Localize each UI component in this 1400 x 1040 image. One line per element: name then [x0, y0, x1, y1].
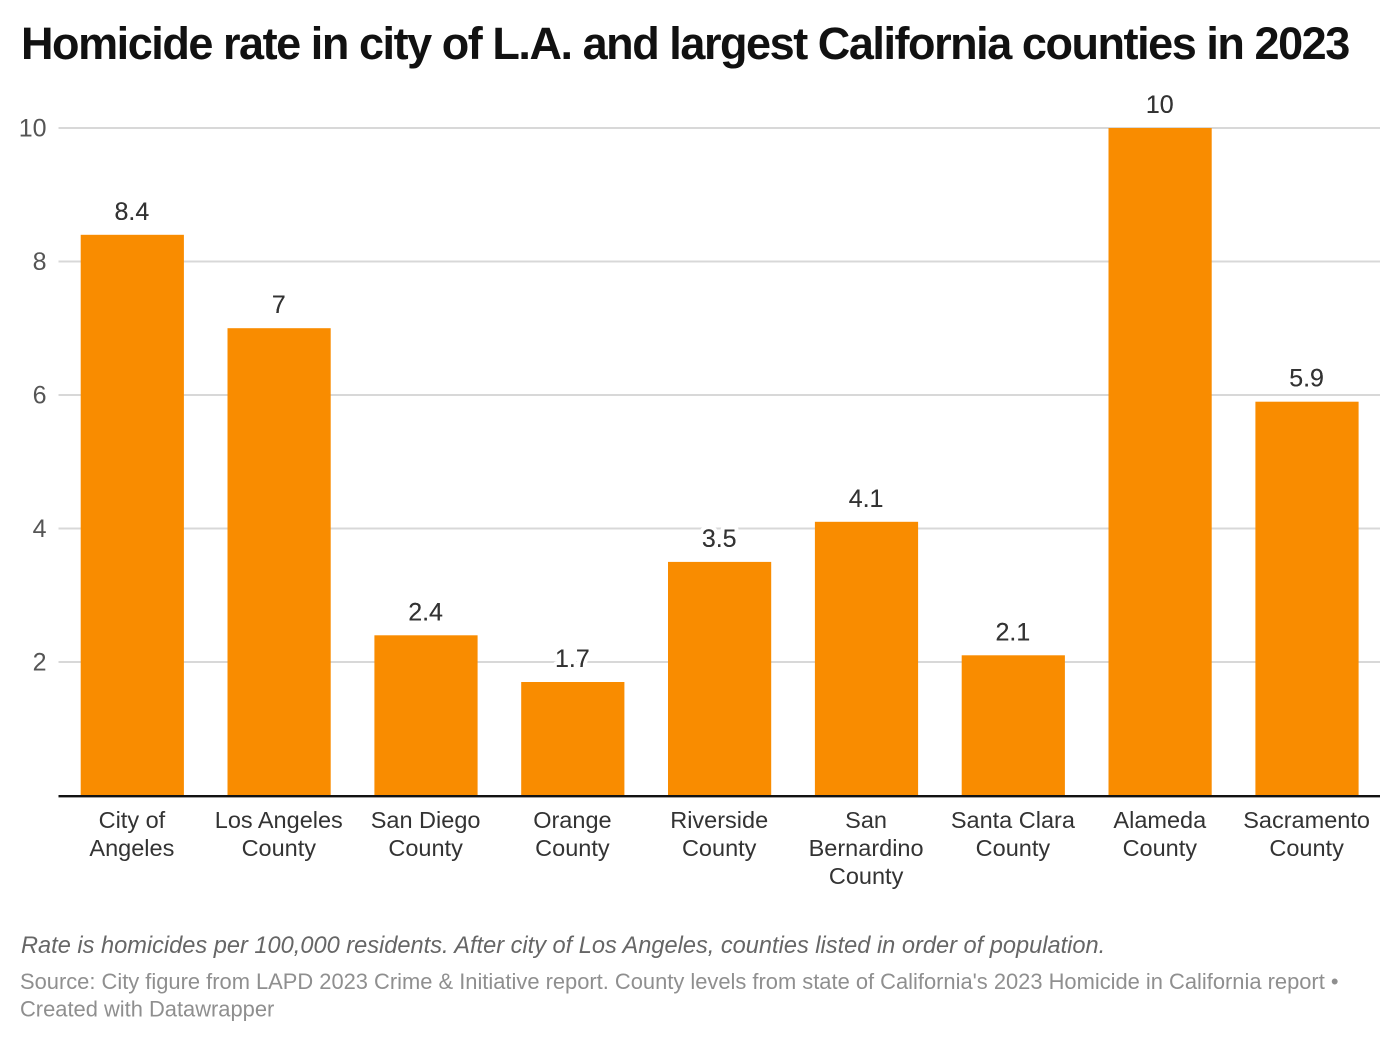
svg-text:Santa Clara: Santa Clara [951, 807, 1076, 833]
svg-text:County: County [976, 835, 1051, 861]
svg-text:7: 7 [272, 291, 286, 319]
svg-text:10: 10 [19, 115, 47, 143]
svg-text:2.1: 2.1 [996, 618, 1031, 646]
svg-text:3.5: 3.5 [702, 525, 737, 553]
svg-text:10: 10 [1146, 91, 1174, 119]
svg-text:1.7: 1.7 [555, 645, 590, 673]
svg-text:7: 7 [272, 291, 286, 319]
svg-text:8.4: 8.4 [115, 198, 150, 226]
svg-text:10: 10 [1146, 91, 1174, 119]
svg-text:San: San [845, 807, 887, 833]
svg-text:County: County [535, 835, 610, 861]
svg-text:5.9: 5.9 [1289, 365, 1324, 393]
svg-text:Riverside: Riverside [670, 807, 768, 833]
svg-text:4.1: 4.1 [849, 485, 884, 513]
svg-text:County: County [388, 835, 463, 861]
svg-text:Created with Datawrapper: Created with Datawrapper [20, 997, 274, 1022]
svg-text:Source: City figure from LAPD: Source: City figure from LAPD 2023 Crime… [20, 969, 1339, 994]
svg-text:1.7: 1.7 [555, 645, 590, 673]
svg-text:County: County [829, 863, 904, 889]
svg-text:Alameda: Alameda [1113, 807, 1207, 833]
svg-text:8.4: 8.4 [115, 198, 150, 226]
svg-text:4.1: 4.1 [849, 485, 884, 513]
svg-text:Los Angeles: Los Angeles [215, 807, 343, 833]
svg-text:County: County [1269, 835, 1344, 861]
svg-text:6: 6 [33, 382, 47, 410]
svg-text:Homicide rate in city of L.A.: Homicide rate in city of L.A. and larges… [21, 18, 1349, 69]
svg-text:County: County [1123, 835, 1198, 861]
svg-text:San Diego: San Diego [371, 807, 481, 833]
svg-text:5.9: 5.9 [1289, 365, 1324, 393]
svg-text:8: 8 [33, 248, 47, 276]
svg-text:County: County [242, 835, 317, 861]
svg-text:Orange: Orange [533, 807, 611, 833]
svg-text:City of: City of [99, 807, 166, 833]
svg-text:Sacramento: Sacramento [1243, 807, 1370, 833]
svg-text:Rate is homicides per 100,000: Rate is homicides per 100,000 residents.… [21, 933, 1105, 959]
svg-text:2: 2 [33, 649, 47, 677]
svg-text:4: 4 [33, 515, 47, 543]
svg-text:2.1: 2.1 [996, 618, 1031, 646]
svg-text:Bernardino: Bernardino [809, 835, 924, 861]
svg-text:Angeles: Angeles [89, 835, 174, 861]
svg-text:2.4: 2.4 [408, 598, 443, 626]
svg-text:2.4: 2.4 [408, 598, 443, 626]
svg-text:3.5: 3.5 [702, 525, 737, 553]
svg-text:County: County [682, 835, 757, 861]
